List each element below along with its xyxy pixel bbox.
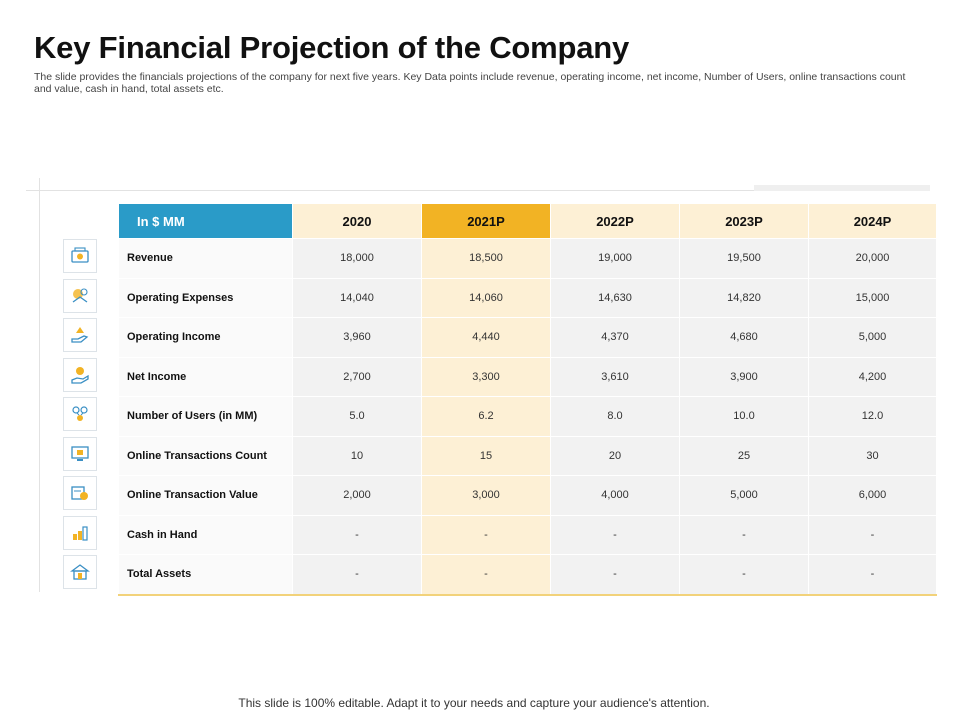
table-cell: 4,200	[808, 356, 937, 397]
online-transaction-icon	[63, 436, 97, 471]
table-cell: 4,440	[421, 317, 551, 358]
column-header: 2020	[292, 203, 422, 239]
table-cell: 19,000	[550, 238, 680, 279]
table-row: Revenue 18,000 18,500 19,000 19,500 20,0…	[118, 238, 937, 279]
table-cell: 18,000	[292, 238, 422, 279]
table-cell: -	[808, 514, 937, 555]
row-label: Online Transactions Count	[118, 435, 293, 476]
column-header: 2022P	[550, 203, 680, 239]
row-label: Total Assets	[118, 554, 293, 596]
table-cell: 15	[421, 435, 551, 476]
table-cell: 14,060	[421, 277, 551, 318]
column-header-highlighted: 2021P	[421, 203, 551, 239]
page-subtitle: The slide provides the financials projec…	[34, 71, 906, 95]
row-label: Operating Expenses	[118, 277, 293, 318]
table-row: Cash in Hand - - - - -	[118, 514, 937, 555]
table-row: Online Transaction Value 2,000 3,000 4,0…	[118, 475, 937, 516]
table-cell: 4,680	[679, 317, 809, 358]
table-cell: 14,820	[679, 277, 809, 318]
table-cell: 5,000	[808, 317, 937, 358]
table-row: Online Transactions Count 10 15 20 25 30	[118, 435, 937, 476]
table-cell: -	[421, 554, 551, 596]
table-cell: 3,610	[550, 356, 680, 397]
coin-hand-icon	[63, 357, 97, 392]
table-cell: 30	[808, 435, 937, 476]
row-label: Revenue	[118, 238, 293, 279]
transaction-value-icon	[63, 476, 97, 510]
table-cell: 10	[292, 435, 422, 476]
column-header: 2024P	[808, 203, 937, 239]
table-cell: 6.2	[421, 396, 551, 437]
table-cell: 5,000	[679, 475, 809, 516]
table-cell: 19,500	[679, 238, 809, 279]
table-cell: 18,500	[421, 238, 551, 279]
table-cell: 14,040	[292, 277, 422, 318]
table-cell: 12.0	[808, 396, 937, 437]
table-cell: -	[421, 514, 551, 555]
table-row: Number of Users (in MM) 5.0 6.2 8.0 10.0…	[118, 396, 937, 437]
row-label: Cash in Hand	[118, 514, 293, 555]
table-cell: -	[679, 554, 809, 596]
divider-accent-bar	[754, 185, 930, 191]
table-cell: 2,000	[292, 475, 422, 516]
table-cell: -	[292, 514, 422, 555]
row-label: Number of Users (in MM)	[118, 396, 293, 437]
table-cell: -	[550, 554, 680, 596]
assets-building-icon	[63, 555, 97, 589]
users-network-icon	[63, 397, 97, 431]
table-cell: 2,700	[292, 356, 422, 397]
financial-projection-table: In $ MM 2020 2021P 2022P 2023P 2024P Rev…	[118, 203, 937, 596]
divider-horizontal	[26, 190, 756, 191]
table-cell: 15,000	[808, 277, 937, 318]
expenses-icon	[63, 278, 97, 313]
row-label: Net Income	[118, 356, 293, 397]
row-label: Online Transaction Value	[118, 475, 293, 516]
table-cell: 25	[679, 435, 809, 476]
table-cell: 3,960	[292, 317, 422, 358]
table-cell: 4,000	[550, 475, 680, 516]
divider-vertical	[39, 178, 40, 592]
table-row: Net Income 2,700 3,300 3,610 3,900 4,200	[118, 356, 937, 397]
table-row: Operating Expenses 14,040 14,060 14,630 …	[118, 277, 937, 318]
table-cell: 10.0	[679, 396, 809, 437]
footer-note: This slide is 100% editable. Adapt it to…	[238, 696, 710, 710]
table-row: Total Assets - - - - -	[118, 554, 937, 596]
table-cell: -	[808, 554, 937, 596]
table-cell: 20,000	[808, 238, 937, 279]
table-cell: 5.0	[292, 396, 422, 437]
row-label: Operating Income	[118, 317, 293, 358]
table-cell: 20	[550, 435, 680, 476]
table-cell: -	[292, 554, 422, 596]
table-cell: 3,300	[421, 356, 551, 397]
table-cell: -	[550, 514, 680, 555]
table-cell: 6,000	[808, 475, 937, 516]
table-header-row: In $ MM 2020 2021P 2022P 2023P 2024P	[118, 203, 937, 239]
table-cell: -	[679, 514, 809, 555]
income-hand-icon	[63, 318, 97, 352]
table-cell: 3,000	[421, 475, 551, 516]
table-cell: 14,630	[550, 277, 680, 318]
table-cell: 3,900	[679, 356, 809, 397]
money-icon	[63, 239, 97, 273]
column-header: 2023P	[679, 203, 809, 239]
table-cell: 8.0	[550, 396, 680, 437]
cash-stack-icon	[63, 515, 97, 550]
table-cell: 4,370	[550, 317, 680, 358]
table-row: Operating Income 3,960 4,440 4,370 4,680…	[118, 317, 937, 358]
unit-label-header: In $ MM	[118, 203, 293, 239]
page-title: Key Financial Projection of the Company	[34, 30, 630, 65]
